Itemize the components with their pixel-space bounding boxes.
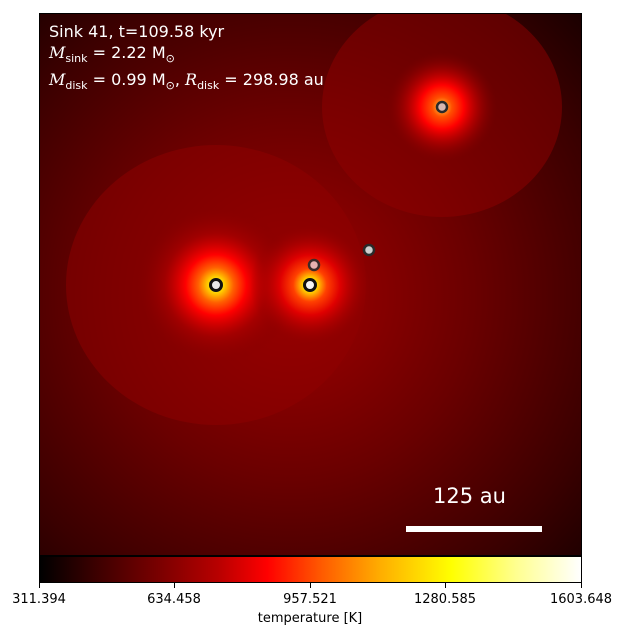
info-line-disk: Mdisk = 0.99 M⊙, Rdisk = 298.98 au — [49, 70, 324, 93]
info-line-time: Sink 41, t=109.58 kyr — [49, 22, 225, 41]
colorbar-tick-label: 957.521 — [283, 592, 337, 607]
sink-marker — [435, 100, 449, 114]
colorbar-tick-label: 1280.585 — [413, 592, 477, 607]
scale-bar-label: 125 au — [433, 484, 506, 508]
temperature-map — [39, 13, 582, 556]
colorbar-label: temperature [K] — [257, 611, 363, 626]
colorbar-tick — [310, 583, 311, 588]
sink-marker — [209, 278, 223, 292]
info-line-sink-mass: Msink = 2.22 M⊙ — [49, 43, 175, 66]
colorbar-tick — [39, 583, 40, 588]
colorbar-tick-label: 634.458 — [147, 592, 201, 607]
sink-marker — [307, 258, 321, 272]
scale-bar — [406, 526, 542, 532]
colorbar-tick-label: 1603.648 — [549, 592, 613, 607]
temperature-image — [40, 14, 581, 555]
sink-info: Sink 41, t=109.58 kyr Msink = 2.22 M⊙ Md… — [49, 21, 324, 96]
colorbar-tick-label: 311.394 — [12, 592, 66, 607]
sink-marker — [362, 243, 376, 257]
colorbar-tick — [174, 583, 175, 588]
colorbar — [39, 556, 582, 583]
colorbar-tick — [445, 583, 446, 588]
sink-marker — [303, 278, 317, 292]
colorbar-tick — [581, 583, 582, 588]
